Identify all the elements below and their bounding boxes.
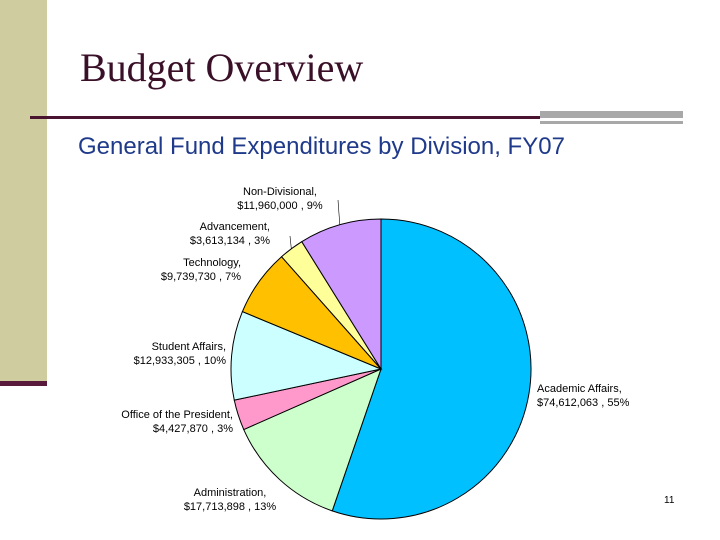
- pie-slices: [230, 218, 532, 520]
- pie-slice-6: [301, 218, 382, 371]
- pie-label-6: Non-Divisional, $11,960,000 , 9%: [237, 186, 323, 212]
- page-number: 11: [664, 495, 675, 506]
- pie-label-1: Administration, $17,713,898 , 13%: [184, 487, 277, 513]
- title-rule: [30, 116, 540, 119]
- pie-label-4: Technology, $9,739,730 , 7%: [161, 257, 241, 283]
- pie-label-3: Student Affairs, $12,933,305 , 10%: [134, 341, 227, 367]
- slide-title: Budget Overview: [80, 45, 364, 90]
- slide-subtitle: General Fund Expenditures by Division, F…: [78, 133, 565, 160]
- pie-leader-6: [337, 199, 341, 225]
- pie-leader-lines: [289, 199, 341, 249]
- pie-slice-1: [243, 368, 382, 512]
- pie-labels: Academic Affairs, $74,612,063 , 55% Admini…: [121, 186, 629, 513]
- title-rule-accent-thin: [540, 121, 683, 124]
- pie-label-5: Advancement, $3,613,134 , 3%: [190, 221, 270, 247]
- sidebar-accent: [0, 381, 47, 386]
- pie-label-2: Office of the President, $4,427,870 , 3%: [121, 409, 233, 435]
- pie-label-0: Academic Affairs, $74,612,063 , 55%: [537, 383, 630, 409]
- pie-slice-0: [331, 218, 532, 520]
- pie-leader-5: [289, 235, 292, 249]
- sidebar-decoration: [0, 0, 47, 386]
- pie-slice-3: [230, 310, 383, 401]
- title-rule-accent: [540, 111, 683, 118]
